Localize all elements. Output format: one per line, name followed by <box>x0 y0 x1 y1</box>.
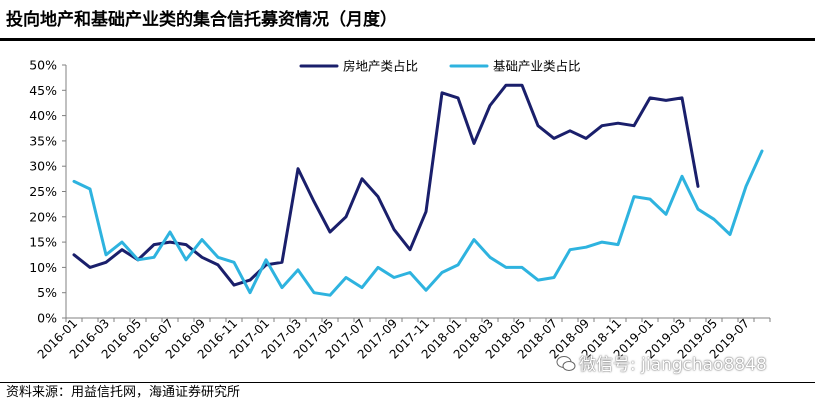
y-tick-label: 40% <box>29 108 57 123</box>
y-tick-label: 0% <box>37 311 57 326</box>
chart-legend: 房地产类占比 基础产业类占比 <box>299 59 581 74</box>
watermark-text: 微信号: jiangchao8848 <box>579 355 767 375</box>
y-tick-label: 15% <box>29 235 57 250</box>
y-tick-label: 50% <box>29 58 57 73</box>
y-tick-label: 35% <box>29 133 57 148</box>
series-line-infrastructure <box>72 149 764 297</box>
chart-series <box>72 83 764 297</box>
chart-title: 投向地产和基础产业类的集合信托募资情况（月度） <box>6 10 397 30</box>
y-tick-label: 45% <box>29 83 57 98</box>
bottom-rule <box>0 382 815 383</box>
source-note: 资料来源：用益信托网，海通证券研究所 <box>6 385 241 400</box>
wechat-icon <box>556 356 576 371</box>
y-tick-label: 20% <box>29 209 57 224</box>
series-line-real-estate <box>72 83 700 287</box>
y-tick-label: 30% <box>29 159 57 174</box>
legend-label: 基础产业类占比 <box>493 59 581 74</box>
legend-label: 房地产类占比 <box>343 59 418 74</box>
title-rule <box>0 38 815 41</box>
y-tick-label: 5% <box>37 285 57 300</box>
y-tick-label: 25% <box>29 184 57 199</box>
y-tick-label: 10% <box>29 260 57 275</box>
watermark: 微信号: jiangchao8848 <box>556 352 767 378</box>
